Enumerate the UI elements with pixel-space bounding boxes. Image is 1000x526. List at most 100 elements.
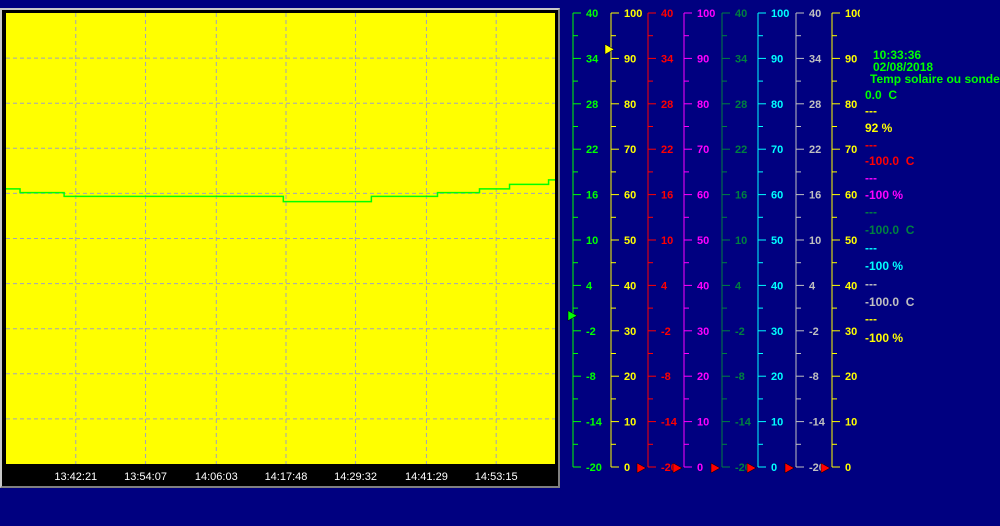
axis-tick-label: -8 xyxy=(735,371,745,383)
axis-tick-label: 60 xyxy=(624,190,636,202)
reading-value: -100.0 C xyxy=(865,223,915,237)
axis-tick-label: -14 xyxy=(735,417,752,429)
axis-tick-label: 90 xyxy=(624,53,636,65)
axis-tick-label: 100 xyxy=(697,8,715,20)
axis-tick-label: 80 xyxy=(697,99,709,111)
axis-tick-label: -14 xyxy=(809,417,826,429)
scale-axes: 4034282216104-2-8-14-2010090807060504030… xyxy=(567,8,860,474)
reading-separator: --- xyxy=(865,205,877,219)
axis-tick-label: 34 xyxy=(735,53,748,65)
axis-tick-label: 4 xyxy=(735,280,742,292)
time-tick-label: 13:54:07 xyxy=(124,471,167,483)
axis-tick-label: 4 xyxy=(809,280,816,292)
axis-tick-label: 90 xyxy=(845,53,857,65)
axis-tick-label: -8 xyxy=(661,371,671,383)
axis-tick-label: 28 xyxy=(661,99,673,111)
axis-tick-label: -20 xyxy=(586,462,602,474)
value-marker-icon xyxy=(746,462,757,474)
axis-tick-label: 0 xyxy=(771,462,777,474)
axis-tick-label: 100 xyxy=(845,8,860,20)
axis-tick-label: 40 xyxy=(661,8,673,20)
axis-tick-label: 22 xyxy=(735,144,747,156)
axis-tick-label: 10 xyxy=(661,235,673,247)
axis-tick-label: 22 xyxy=(586,144,598,156)
axis-tick-label: 0 xyxy=(845,462,851,474)
axis-tick-label: 16 xyxy=(586,190,598,202)
time-tick-label: 14:29:32 xyxy=(334,471,377,483)
reading-separator: --- xyxy=(865,312,877,326)
axis-tick-label: -2 xyxy=(735,326,745,338)
axis-tick-label: -14 xyxy=(586,417,603,429)
axis-tick-label: 4 xyxy=(661,280,668,292)
axis-tick-label: 50 xyxy=(845,235,857,247)
time-tick-label: 14:06:03 xyxy=(195,471,238,483)
axis-tick-label: 22 xyxy=(661,144,673,156)
axis-tick-label: 4 xyxy=(586,280,593,292)
axis-tick-label: 50 xyxy=(697,235,709,247)
time-tick-label: 14:17:48 xyxy=(265,471,308,483)
axis-tick-label: 0 xyxy=(697,462,703,474)
reading-value: -100 % xyxy=(865,188,904,202)
axis-tick-label: 50 xyxy=(624,235,636,247)
axis-tick-label: 90 xyxy=(697,53,709,65)
value-marker-icon xyxy=(567,310,578,322)
axis-tick-label: 28 xyxy=(809,99,821,111)
axis-tick-label: 20 xyxy=(624,371,636,383)
chart-frame: 13:42:21 13:54:07 14:06:03 14:17:48 14:29:32… xyxy=(0,8,560,488)
axis-tick-label: 70 xyxy=(845,144,857,156)
trace-line xyxy=(6,179,555,203)
axis-tick-label: 40 xyxy=(624,280,636,292)
reading-separator: --- xyxy=(865,171,877,185)
axis-tick-label: 70 xyxy=(697,144,709,156)
axis-tick-label: 34 xyxy=(661,53,674,65)
axis-tick-label: 20 xyxy=(697,371,709,383)
axis-tick-label: 22 xyxy=(809,144,821,156)
axis-tick-label: 100 xyxy=(771,8,789,20)
sensor-title: Temp solaire ou sonde xyxy=(870,72,1000,86)
reading-value: 0.0 C xyxy=(865,88,898,102)
axis-tick-label: 40 xyxy=(735,8,747,20)
axis-tick-label: 16 xyxy=(661,190,673,202)
axis-tick-label: 0 xyxy=(624,462,630,474)
clock-time: 10:33:36 xyxy=(873,48,922,62)
value-marker-icon xyxy=(820,462,831,474)
axis-tick-label: -2 xyxy=(809,326,819,338)
axis-tick-label: 80 xyxy=(624,99,636,111)
axis-tick-label: 40 xyxy=(845,280,857,292)
axis-1: 40 34 28 22 16 10 4 -2 -8 -14 -20 xyxy=(567,8,603,474)
clock-date: 02/08/2018 xyxy=(873,60,934,74)
reading-separator: --- xyxy=(865,241,877,255)
axis-tick-label: 20 xyxy=(845,371,857,383)
axis-tick-label: 30 xyxy=(697,326,709,338)
axis-tick-label: -8 xyxy=(586,371,596,383)
axis-tick-label: 10 xyxy=(809,235,821,247)
axis-tick-label: 10 xyxy=(624,417,636,429)
reading-separator: --- xyxy=(865,138,877,152)
value-marker-icon xyxy=(784,462,795,474)
reading-value: -100 % xyxy=(865,259,904,273)
axis-tick-label: 34 xyxy=(809,53,822,65)
axis-tick-label: 10 xyxy=(697,417,709,429)
axis-tick-label: 34 xyxy=(586,53,599,65)
axis-tick-label: 10 xyxy=(735,235,747,247)
axis-tick-label: 16 xyxy=(735,190,747,202)
axis-tick-label: -8 xyxy=(809,371,819,383)
axis-tick-label: 50 xyxy=(771,235,783,247)
reading-value: -100 % xyxy=(865,331,904,345)
value-marker-icon xyxy=(604,43,615,55)
axis-tick-label: 20 xyxy=(771,371,783,383)
axis-tick-label: 80 xyxy=(771,99,783,111)
reading-separator: --- xyxy=(865,104,877,118)
axis-tick-label: -14 xyxy=(661,417,678,429)
trend-chart[interactable]: 13:42:21 13:54:07 14:06:03 14:17:48 14:29:32… xyxy=(2,10,558,486)
time-tick-label: 13:42:21 xyxy=(54,471,97,483)
axis-tick-label: 30 xyxy=(771,326,783,338)
axis-tick-label: 60 xyxy=(697,190,709,202)
axis-tick-label: 60 xyxy=(845,190,857,202)
axis-tick-label: 30 xyxy=(845,326,857,338)
